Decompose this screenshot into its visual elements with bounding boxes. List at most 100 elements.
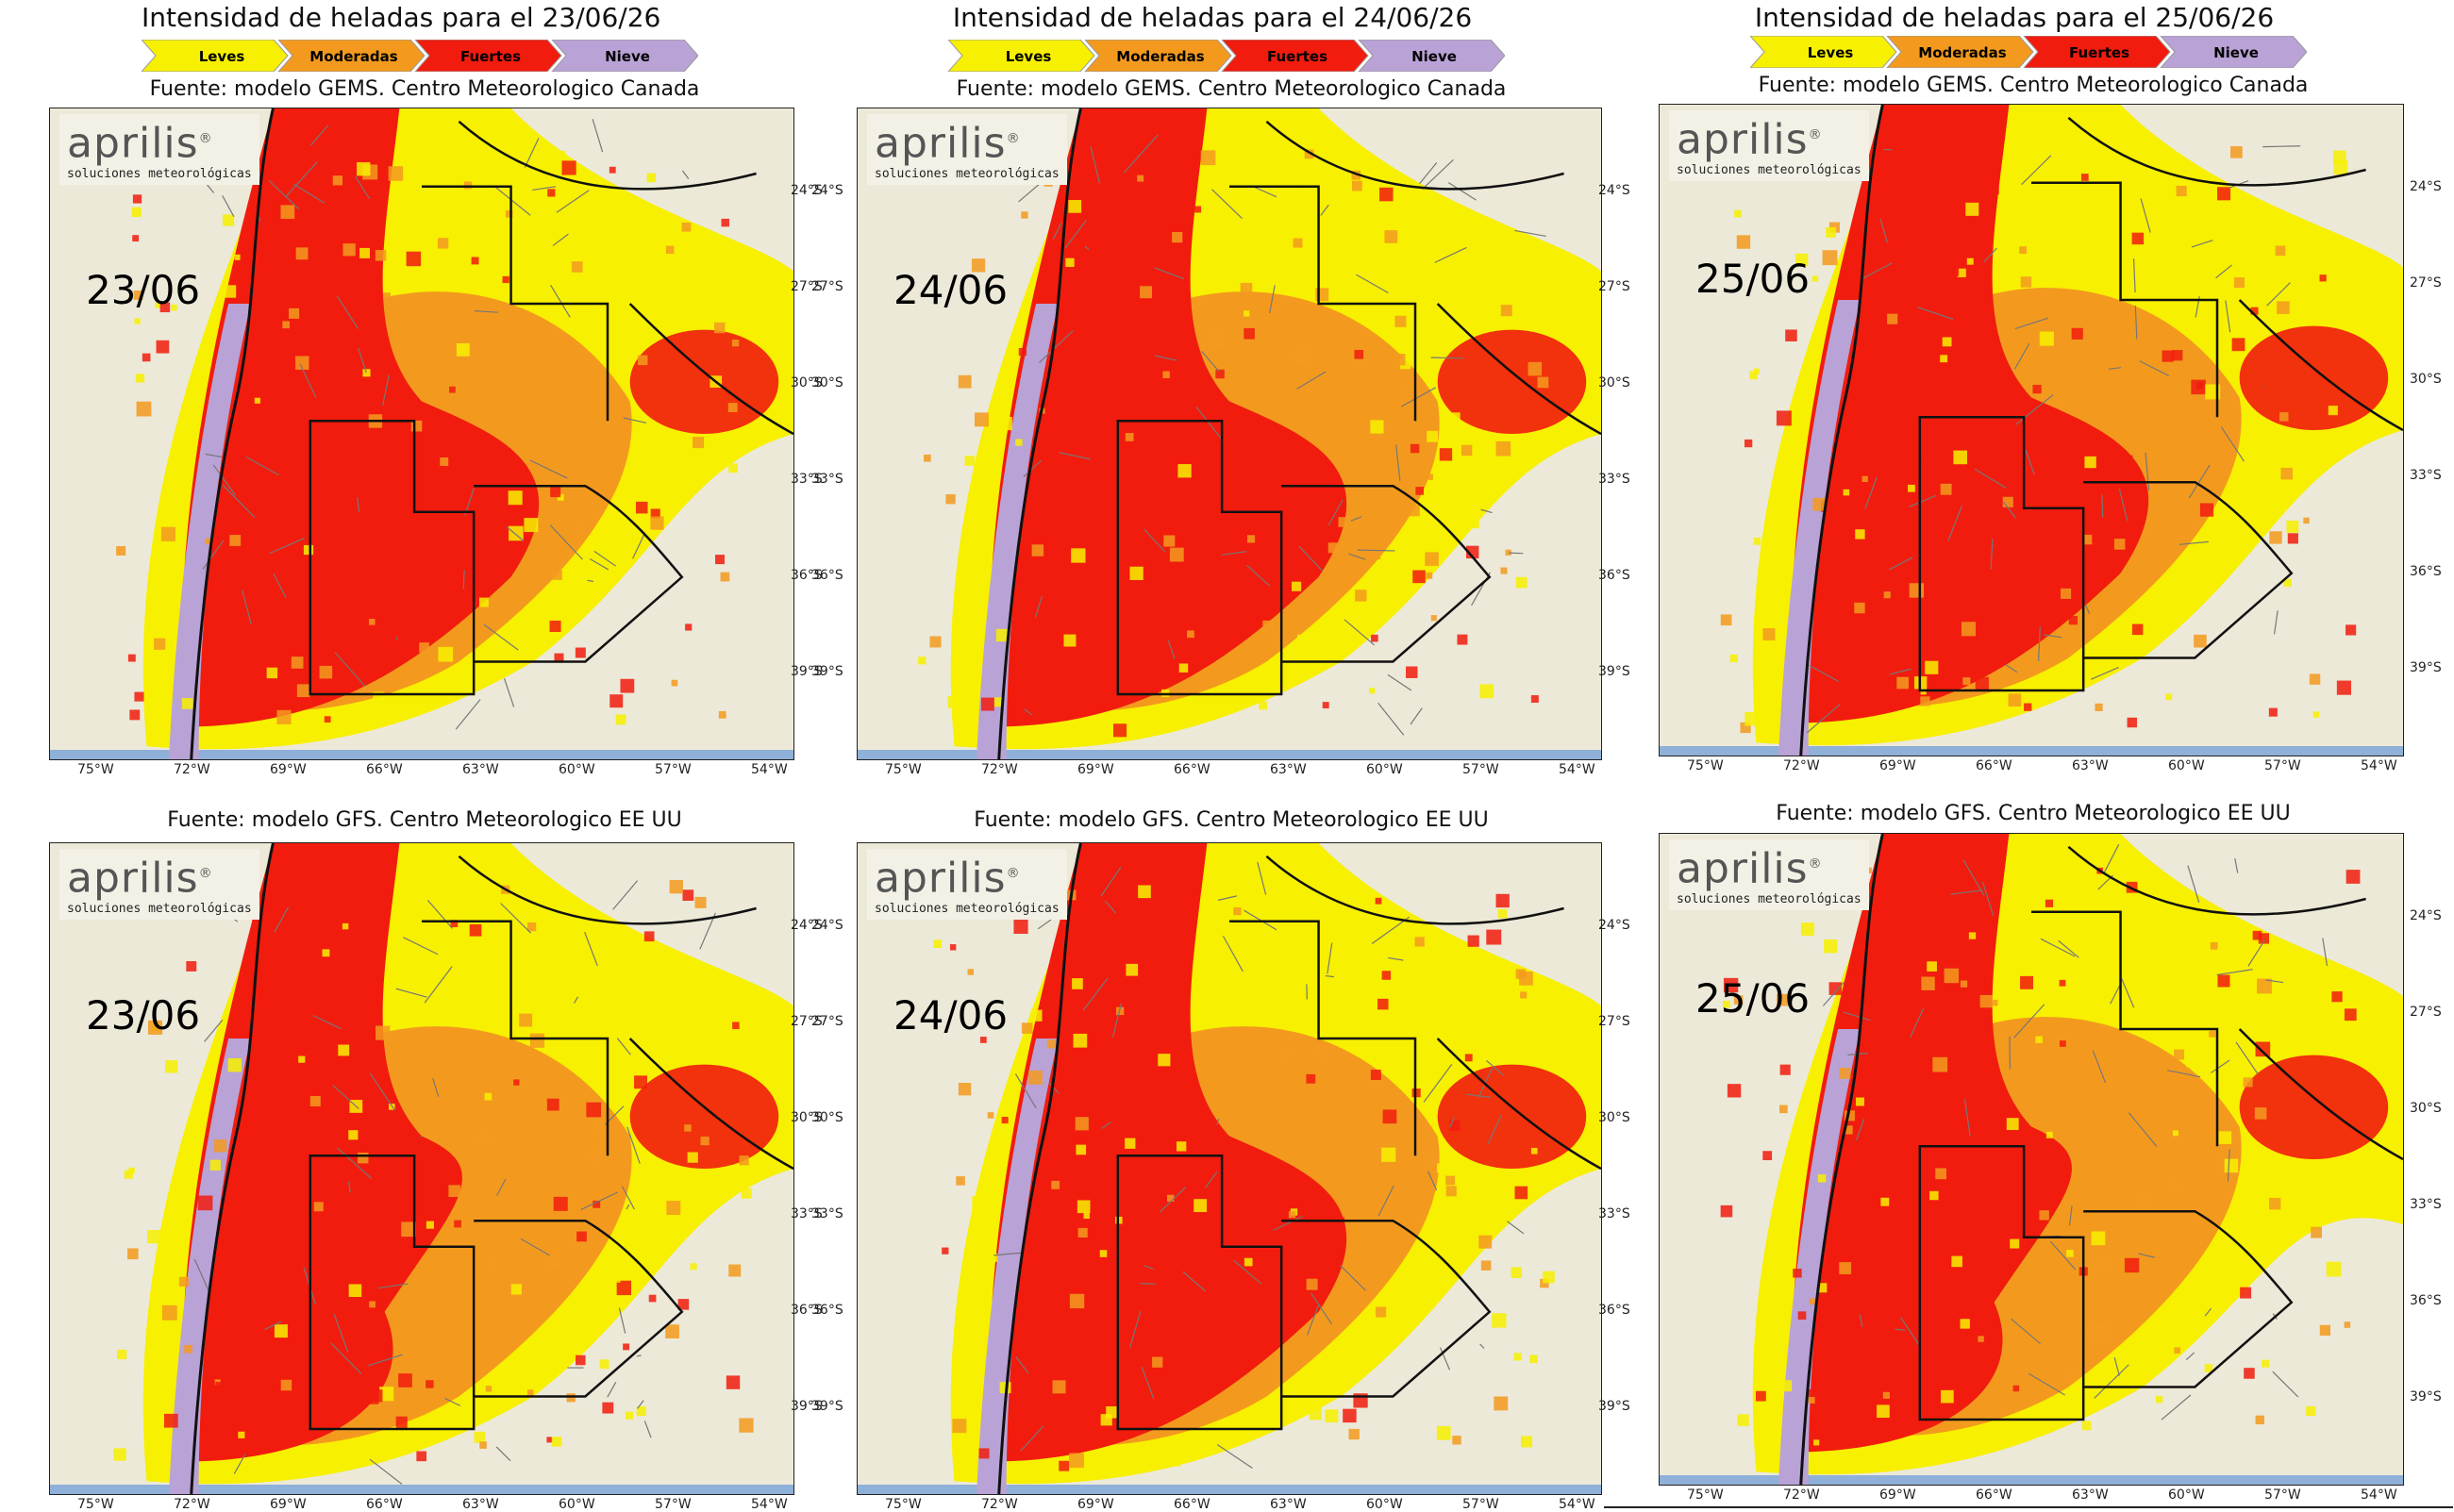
logo-brand-text: aprilis <box>1677 845 1809 893</box>
source-gfs-2: Fuente: modelo GFS. Centro Meteorologico… <box>859 808 1604 832</box>
longitude-label: 54°W <box>2361 1487 2397 1503</box>
aprilis-logo: aprilis® soluciones meteorológicas <box>1669 839 1869 910</box>
registered-mark: ® <box>1007 866 1021 881</box>
longitude-label: 63°W <box>462 762 499 777</box>
latitude-label: 30°S <box>2410 1101 2442 1116</box>
longitude-label: 63°W <box>2072 1487 2109 1503</box>
longitude-label: 66°W <box>366 762 403 777</box>
frost-map-panel: aprilis® soluciones meteorológicas 24/06 <box>857 842 1602 1495</box>
longitude-label: 66°W <box>1976 1487 2012 1503</box>
latitude-label: 24°S <box>1598 183 1630 198</box>
svg-text:Moderadas: Moderadas <box>1918 44 2007 61</box>
legend-3: Leves Moderadas Fuertes Nieve <box>1750 36 2307 68</box>
longitude-label: 72°W <box>981 762 1018 777</box>
svg-text:Nieve: Nieve <box>1411 48 1457 65</box>
latitude-label: 39°S <box>811 664 843 679</box>
latitude-label: 27°S <box>2410 1005 2442 1020</box>
latitude-label: 33°S <box>811 472 843 487</box>
logo-tagline: soluciones meteorológicas <box>1677 892 1861 906</box>
longitude-label: 54°W <box>751 762 788 777</box>
longitude-label: 54°W <box>751 1497 788 1512</box>
column-title-3: Intensidad de heladas para el 25/06/26 <box>1750 2 2279 33</box>
logo-brand-text: aprilis <box>875 855 1007 903</box>
latitude-label: 39°S <box>1598 1399 1630 1414</box>
latitude-label: 36°S <box>2410 564 2442 579</box>
longitude-label: 66°W <box>366 1497 403 1512</box>
longitude-label: 57°W <box>1462 762 1499 777</box>
latitude-label: 27°S <box>811 279 843 294</box>
latitude-label: 24°S <box>811 183 843 198</box>
aprilis-logo: aprilis®soluciones meteorológicas <box>59 114 259 185</box>
logo-brand-text: aprilis <box>875 120 1007 168</box>
logo-brand-text: aprilis <box>67 855 199 903</box>
latitude-label: 30°S <box>2410 372 2442 387</box>
longitude-label: 75°W <box>885 762 922 777</box>
latitude-label: 36°S <box>1598 1303 1630 1318</box>
longitude-label: 72°W <box>981 1497 1018 1512</box>
latitude-label: 27°S <box>811 1014 843 1029</box>
latitude-label: 39°S <box>2410 1389 2442 1404</box>
logo-brand-text: aprilis <box>1677 116 1809 164</box>
svg-text:Nieve: Nieve <box>2213 44 2259 61</box>
svg-text:Fuertes: Fuertes <box>1267 48 1327 65</box>
longitude-label: 57°W <box>1462 1497 1499 1512</box>
longitude-label: 54°W <box>1559 762 1595 777</box>
longitude-label: 57°W <box>2264 1487 2301 1503</box>
longitude-label: 69°W <box>1879 1487 1916 1503</box>
latitude-label: 36°S <box>811 1303 843 1318</box>
latitude-label: 24°S <box>811 918 843 933</box>
source-gfs-1: Fuente: modelo GFS. Centro Meteorologico… <box>52 808 797 832</box>
legend-1: Leves Moderadas Fuertes Nieve <box>142 40 698 72</box>
source-gems-2: Fuente: modelo GEMS. Centro Meteorologic… <box>859 77 1604 101</box>
longitude-label: 75°W <box>885 1497 922 1512</box>
longitude-label: 54°W <box>1559 1497 1595 1512</box>
registered-mark: ® <box>199 131 213 146</box>
longitude-label: 63°W <box>2072 758 2109 773</box>
longitude-label: 66°W <box>1976 758 2012 773</box>
registered-mark: ® <box>1809 856 1823 872</box>
registered-mark: ® <box>1809 127 1823 142</box>
registered-mark: ® <box>1007 131 1021 146</box>
latitude-label: 30°S <box>1598 375 1630 390</box>
logo-tagline: soluciones meteorológicas <box>67 167 252 181</box>
latitude-label: 39°S <box>811 1399 843 1414</box>
map-date-label: 25/06 <box>1695 975 1810 1022</box>
map-date-label: 23/06 <box>86 267 200 313</box>
logo-tagline: soluciones meteorológicas <box>67 902 252 916</box>
longitude-label: 60°W <box>2168 758 2205 773</box>
latitude-label: 30°S <box>811 375 843 390</box>
longitude-label: 57°W <box>655 762 692 777</box>
latitude-label: 30°S <box>811 1110 843 1125</box>
latitude-label: 33°S <box>2410 468 2442 483</box>
latitude-label: 24°S <box>2410 908 2442 923</box>
legend-label-leves: Leves <box>199 48 245 65</box>
latitude-label: 24°S <box>2410 179 2442 194</box>
longitude-label: 72°W <box>1783 758 1820 773</box>
latitude-label: 27°S <box>1598 279 1630 294</box>
latitude-label: 33°S <box>2410 1197 2442 1212</box>
longitude-label: 69°W <box>270 1497 307 1512</box>
registered-mark: ® <box>199 866 213 881</box>
longitude-label: 69°W <box>1077 762 1114 777</box>
latitude-label: 27°S <box>2410 275 2442 291</box>
legend-label-fuertes: Fuertes <box>460 48 521 65</box>
latitude-label: 36°S <box>1598 568 1630 583</box>
longitude-label: 54°W <box>2361 758 2397 773</box>
latitude-label: 33°S <box>811 1206 843 1221</box>
longitude-label: 57°W <box>655 1497 692 1512</box>
longitude-label: 69°W <box>270 762 307 777</box>
svg-text:Leves: Leves <box>1808 44 1854 61</box>
source-gems-1: Fuente: modelo GEMS. Centro Meteorologic… <box>52 77 797 101</box>
map-date-label: 25/06 <box>1695 256 1810 302</box>
longitude-label: 75°W <box>1687 758 1724 773</box>
latitude-label: 33°S <box>1598 1206 1630 1221</box>
longitude-label: 75°W <box>77 1497 114 1512</box>
longitude-label: 60°W <box>1366 1497 1403 1512</box>
map-date-label: 24/06 <box>893 992 1008 1038</box>
aprilis-logo: aprilis® soluciones meteorológicas <box>867 849 1067 920</box>
logo-tagline: soluciones meteorológicas <box>875 902 1060 916</box>
